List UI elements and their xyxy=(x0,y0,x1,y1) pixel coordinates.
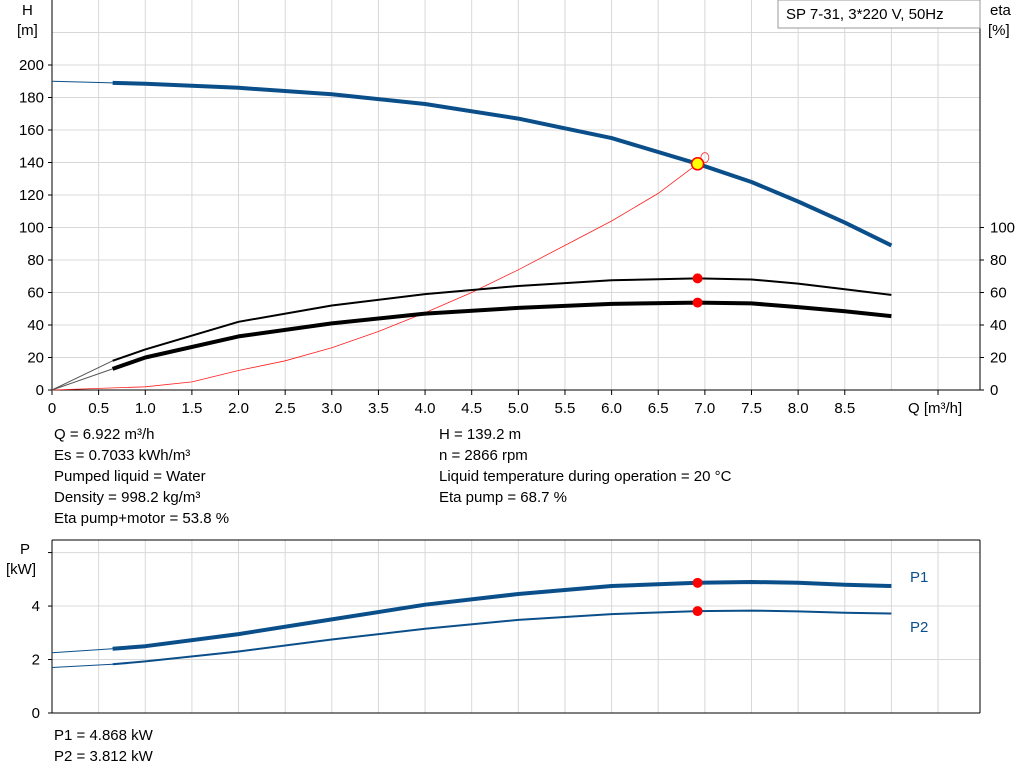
y2-tick-label: 80 xyxy=(990,252,1007,269)
x-tick-label: 5.5 xyxy=(555,400,576,417)
x-tick-label: 6.5 xyxy=(648,400,669,417)
y2-tick-label: 60 xyxy=(990,285,1007,302)
y-tick-label: 40 xyxy=(27,317,44,334)
y-tick-label: 20 xyxy=(27,350,44,367)
x-tick-label: 7.0 xyxy=(694,400,715,417)
system-curve xyxy=(51,163,698,391)
x-tick-label: 3.0 xyxy=(321,400,342,417)
x-tick-label: 7.5 xyxy=(741,400,762,417)
info-eta-pump: Eta pump = 68.7 % xyxy=(439,489,567,506)
x-tick-label: 4.0 xyxy=(415,400,436,417)
power-y-tick-label: 4 xyxy=(32,598,40,615)
p1-duty-point xyxy=(692,577,703,588)
x-tick-label: 8.5 xyxy=(834,400,855,417)
info-power: P1 = 4.868 kW P2 = 3.812 kW xyxy=(54,725,153,767)
head-duty-point xyxy=(690,157,705,171)
info-left: Q = 6.922 m³/h Es = 0.7033 kWh/m³ Pumped… xyxy=(54,424,229,529)
info-p2: P2 = 3.812 kW xyxy=(54,748,153,765)
p1-extension xyxy=(51,648,113,654)
power-y-axis-label: P xyxy=(20,541,30,558)
info-right: H = 139.2 m n = 2866 rpm Liquid temperat… xyxy=(439,424,731,508)
y-tick-label: 0 xyxy=(36,382,44,399)
x-axis-label: Q [m³/h] xyxy=(908,400,962,417)
x-tick-label: 0.5 xyxy=(88,400,109,417)
info-temp: Liquid temperature during operation = 20… xyxy=(439,468,732,485)
y-tick-label: 140 xyxy=(19,155,44,172)
x-tick-label: 3.5 xyxy=(368,400,389,417)
eta-pump-motor-duty-point xyxy=(692,297,703,308)
x-tick-label: 4.5 xyxy=(461,400,482,417)
y-tick-label: 120 xyxy=(19,187,44,204)
power-y-tick-label: 2 xyxy=(32,652,40,669)
x-tick-label: 1.0 xyxy=(135,400,156,417)
eta-pump-curve xyxy=(112,277,892,362)
p2-series-label: P2 xyxy=(910,619,928,636)
info-p1: P1 = 4.868 kW xyxy=(54,727,153,744)
x-tick-label: 5.0 xyxy=(508,400,529,417)
y-tick-label: 60 xyxy=(27,285,44,302)
y2-axis-unit: [%] xyxy=(988,22,1010,39)
head-curve xyxy=(112,80,893,248)
y-axis-unit: [m] xyxy=(17,22,38,39)
eta-pump-motor-extension xyxy=(51,368,113,391)
y-tick-label: 200 xyxy=(19,57,44,74)
p2-curve xyxy=(112,609,892,666)
x-tick-label: 1.5 xyxy=(181,400,202,417)
info-density: Density = 998.2 kg/m³ xyxy=(54,489,201,506)
y-axis-label: H xyxy=(22,2,33,19)
system-curve-end-marker xyxy=(700,152,710,164)
y2-tick-label: 20 xyxy=(990,350,1007,367)
x-tick-label: 6.0 xyxy=(601,400,622,417)
info-h: H = 139.2 m xyxy=(439,426,522,443)
p2-extension xyxy=(51,663,113,668)
y2-tick-label: 40 xyxy=(990,317,1007,334)
p1-curve xyxy=(112,580,892,651)
head-extension xyxy=(51,80,113,84)
p2-duty-point xyxy=(692,606,703,617)
x-tick-label: 0 xyxy=(48,400,56,417)
eta-pump-motor-curve xyxy=(111,300,892,371)
y-tick-label: 160 xyxy=(19,122,44,139)
info-es: Es = 0.7033 kWh/m³ xyxy=(54,447,191,464)
y-tick-label: 180 xyxy=(19,90,44,107)
x-tick-label: 8.0 xyxy=(788,400,809,417)
power-y-tick-label: 0 xyxy=(32,705,40,722)
y2-axis-label: eta xyxy=(990,2,1012,19)
chart-title: SP 7-31, 3*220 V, 50Hz xyxy=(786,6,944,23)
title-box xyxy=(777,0,981,29)
y2-tick-label: 0 xyxy=(990,382,998,399)
eta-pump-duty-point xyxy=(692,273,703,284)
x-tick-label: 2.0 xyxy=(228,400,249,417)
power-y-axis-unit: [kW] xyxy=(6,561,36,578)
info-q: Q = 6.922 m³/h xyxy=(54,426,155,443)
info-eta-pump-motor: Eta pump+motor = 53.8 % xyxy=(54,510,230,527)
info-n: n = 2866 rpm xyxy=(439,447,528,464)
y-tick-label: 80 xyxy=(27,252,44,269)
y-tick-label: 100 xyxy=(19,220,44,237)
info-liquid: Pumped liquid = Water xyxy=(54,468,206,485)
y2-tick-label: 100 xyxy=(990,220,1015,237)
eta-pump-extension xyxy=(51,360,113,391)
x-tick-label: 2.5 xyxy=(275,400,296,417)
p1-series-label: P1 xyxy=(910,569,928,586)
